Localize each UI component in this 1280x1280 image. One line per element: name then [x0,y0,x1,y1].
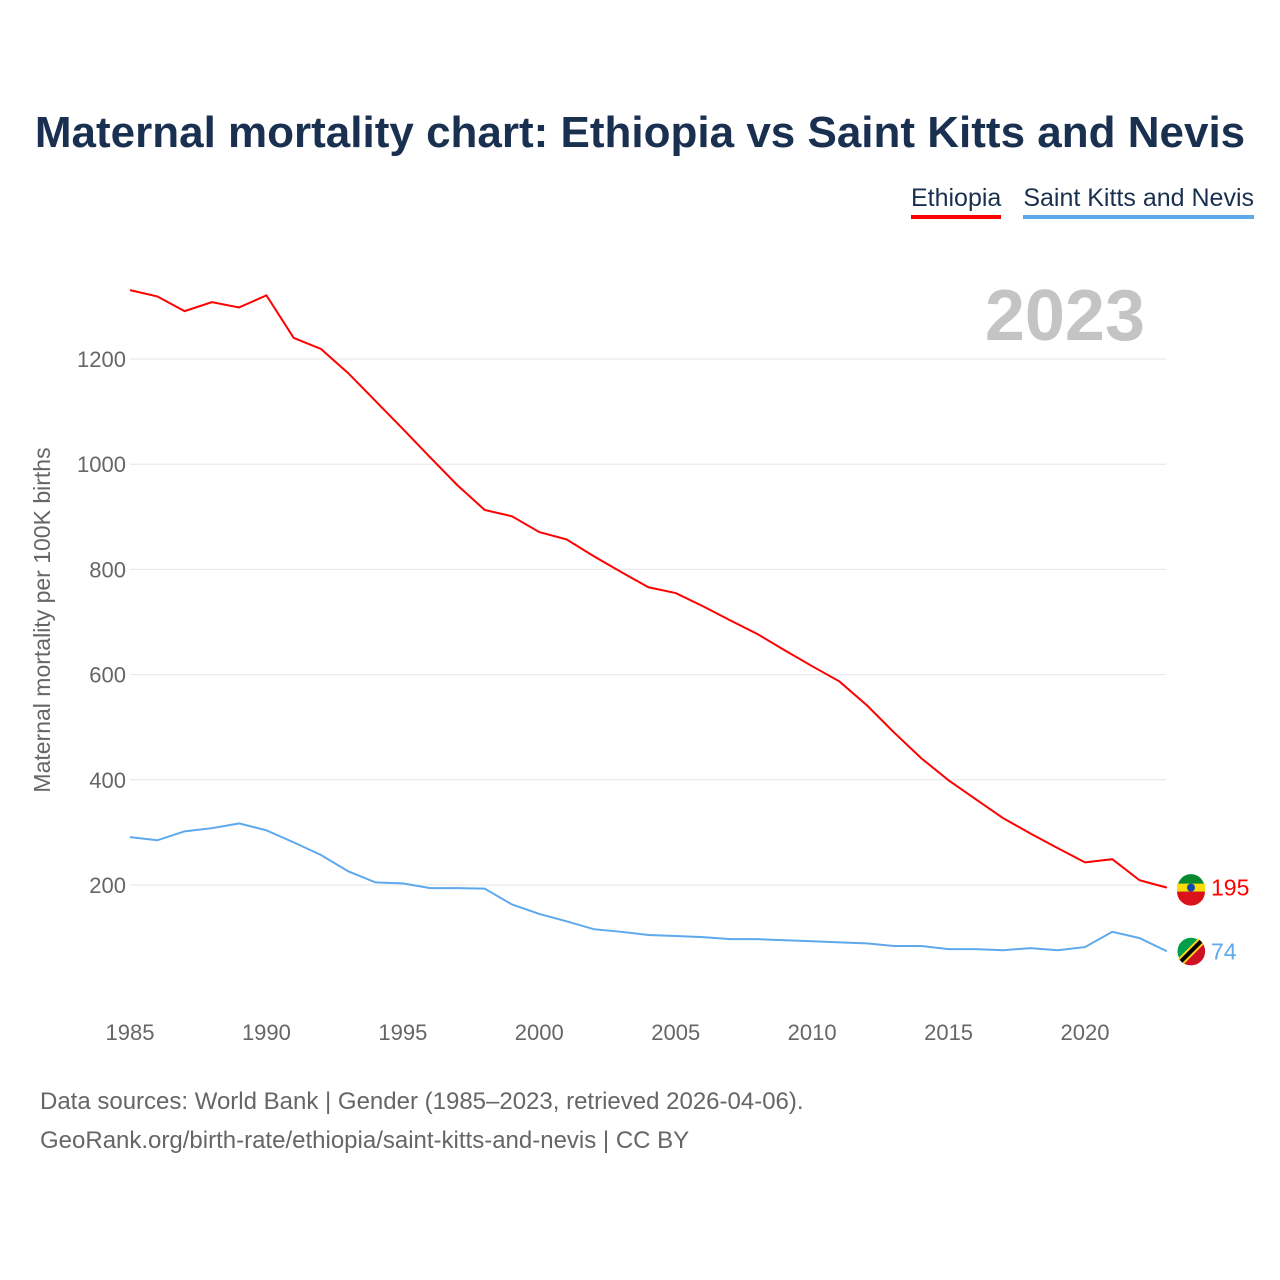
y-tick-label: 1000 [77,452,126,477]
source-url[interactable]: GeoRank.org/birth-rate/ethiopia/saint-ki… [40,1127,690,1154]
legend: Ethiopia Saint Kitts and Nevis [910,184,1254,219]
y-axis-label: Maternal mortality per 100K births [29,447,55,792]
y-tick-label: 600 [89,663,126,688]
chart-title: Maternal mortality chart: Ethiopia vs Sa… [34,108,1246,157]
end-value-label: 74 [1211,938,1237,964]
series-line-ethiopia [129,289,1168,889]
x-tick-label: 1985 [106,1020,155,1045]
flag-band [1177,891,1205,906]
flag-band [1179,939,1203,963]
end-value-label: 195 [1211,875,1249,901]
x-tick-label: 1990 [242,1020,291,1045]
x-tick-label: 2020 [1061,1020,1110,1045]
year-label: 2023 [985,276,1145,356]
y-tick-label: 200 [89,873,126,898]
source-text: Data sources: World Bank | Gender (1985–… [40,1088,804,1115]
x-tick-label: 2015 [924,1020,973,1045]
x-tick-label: 2010 [788,1020,837,1045]
y-tick-label: 1200 [77,347,126,372]
flag-emblem [1187,883,1195,892]
y-tick-label: 400 [89,768,126,793]
series-line-saint-kitts-and-nevis [129,822,1168,953]
legend-saint-kitts-and-nevis[interactable]: Saint Kitts and Nevis [1023,184,1254,219]
x-tick-label: 1995 [378,1020,427,1045]
x-tick-label: 2005 [651,1020,700,1045]
legend-ethiopia[interactable]: Ethiopia [910,184,1002,219]
x-tick-label: 2000 [515,1020,564,1045]
y-tick-label: 800 [89,557,126,582]
